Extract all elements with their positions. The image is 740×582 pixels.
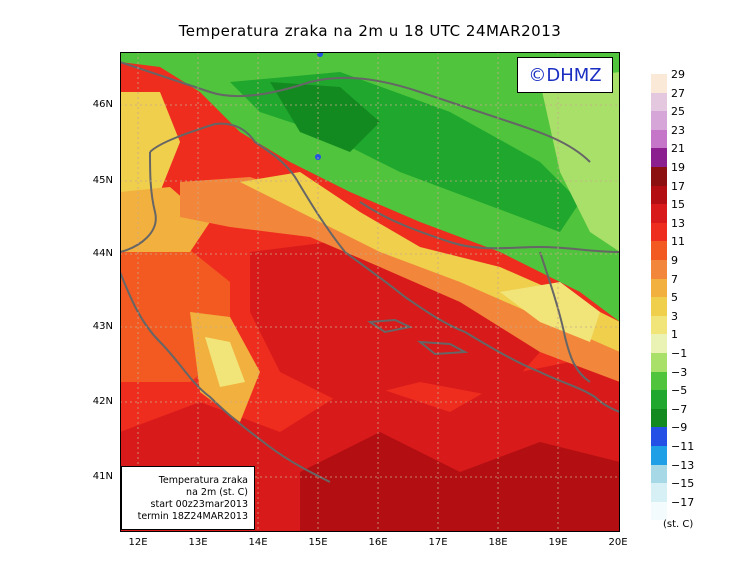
lon-label-16e: 16E <box>368 537 388 548</box>
legend-label: −11 <box>671 440 695 453</box>
legend-swatch <box>651 241 667 260</box>
legend-swatch <box>651 315 667 335</box>
temperature-map <box>120 52 620 532</box>
field-alps-darkest <box>270 82 380 152</box>
legend-label: 23 <box>671 123 685 137</box>
legend-label: 25 <box>671 105 685 119</box>
legend-label: −7 <box>671 402 688 416</box>
lat-label-46n: 46N <box>92 99 113 110</box>
legend-label: 9 <box>671 254 678 267</box>
info-box: Temperatura zraka na 2m (st. C) start 00… <box>121 466 255 530</box>
legend-swatch <box>651 390 667 409</box>
grid-lines <box>120 52 620 532</box>
legend-swatch <box>651 501 667 521</box>
legend-label: 15 <box>671 198 685 212</box>
legend-swatch <box>651 129 667 149</box>
legend-swatch <box>651 446 667 465</box>
legend-label: −3 <box>671 365 688 379</box>
dhmz-watermark: ©DHMZ <box>517 57 613 93</box>
lat-label-45n: 45N <box>92 175 113 186</box>
legend-swatch <box>651 427 667 446</box>
field-pannonian-light <box>540 72 620 252</box>
legend-label: −17 <box>671 495 695 509</box>
legend-swatch <box>651 167 667 186</box>
legend-swatch <box>651 408 667 428</box>
coastlines <box>120 61 620 483</box>
lon-label-13e: 13E <box>188 537 208 548</box>
legend-label: 13 <box>671 216 685 230</box>
info-line-termin: termin 18Z24MAR2013 <box>137 511 248 522</box>
legend-swatch <box>651 185 667 205</box>
legend-label: 7 <box>671 272 678 286</box>
lon-label-15e: 15E <box>308 537 328 548</box>
legend-swatch <box>651 111 667 130</box>
field-interior-green <box>120 52 620 322</box>
field-italy-yellow <box>120 92 180 202</box>
lat-label-42n: 42N <box>92 396 113 407</box>
info-line-units: na 2m (st. C) <box>186 487 248 498</box>
legend-swatch <box>651 464 667 484</box>
legend-label: 11 <box>671 235 685 249</box>
legend-label: 5 <box>671 291 678 305</box>
lat-label-41n: 41N <box>92 471 113 482</box>
map-title: Temperatura zraka na 2m u 18 UTC 24MAR20… <box>178 22 562 40</box>
legend-label: 19 <box>671 161 685 174</box>
lon-label-20e: 20E <box>608 537 628 548</box>
legend-label: 1 <box>671 328 678 342</box>
lon-label-17e: 17E <box>428 537 448 548</box>
legend-swatch <box>651 92 667 112</box>
legend-label: −1 <box>671 347 688 360</box>
cold-spot-north <box>317 52 323 57</box>
map-border <box>120 52 620 532</box>
field-apennine-high <box>205 337 245 387</box>
info-line-start: start 00z23mar2013 <box>150 499 248 510</box>
legend-swatch <box>651 204 667 223</box>
lat-label-44n: 44N <box>92 248 113 259</box>
legend-swatch <box>651 260 667 279</box>
legend-swatch <box>651 148 667 167</box>
legend-swatch <box>651 222 667 242</box>
lon-label-14e: 14E <box>248 537 268 548</box>
lon-label-18e: 18E <box>488 537 508 548</box>
legend-label: −5 <box>671 384 688 398</box>
legend-unit: (st. C) <box>663 519 694 530</box>
legend-swatch <box>651 334 667 353</box>
lon-label-12e: 12E <box>128 537 148 548</box>
legend-label: 29 <box>671 68 685 81</box>
legend-label: −9 <box>671 421 688 435</box>
legend-swatch <box>651 371 667 391</box>
legend-label: −13 <box>671 458 695 472</box>
legend-label: 3 <box>671 309 678 323</box>
legend-label: 17 <box>671 179 685 193</box>
lon-label-19e: 19E <box>548 537 568 548</box>
legend-swatch <box>651 483 667 502</box>
legend-swatch <box>651 278 667 298</box>
field-coast-orange <box>180 177 620 382</box>
legend-swatch <box>651 353 667 372</box>
info-line-variable: Temperatura zraka <box>158 475 248 486</box>
field-south-dark <box>300 432 620 532</box>
legend-swatch <box>651 74 667 93</box>
lat-label-43n: 43N <box>92 321 113 332</box>
legend-label: 21 <box>671 142 685 156</box>
legend-label: −15 <box>671 477 695 491</box>
temperature-field <box>120 52 620 532</box>
legend-label: 27 <box>671 86 685 100</box>
legend-swatch <box>651 297 667 316</box>
